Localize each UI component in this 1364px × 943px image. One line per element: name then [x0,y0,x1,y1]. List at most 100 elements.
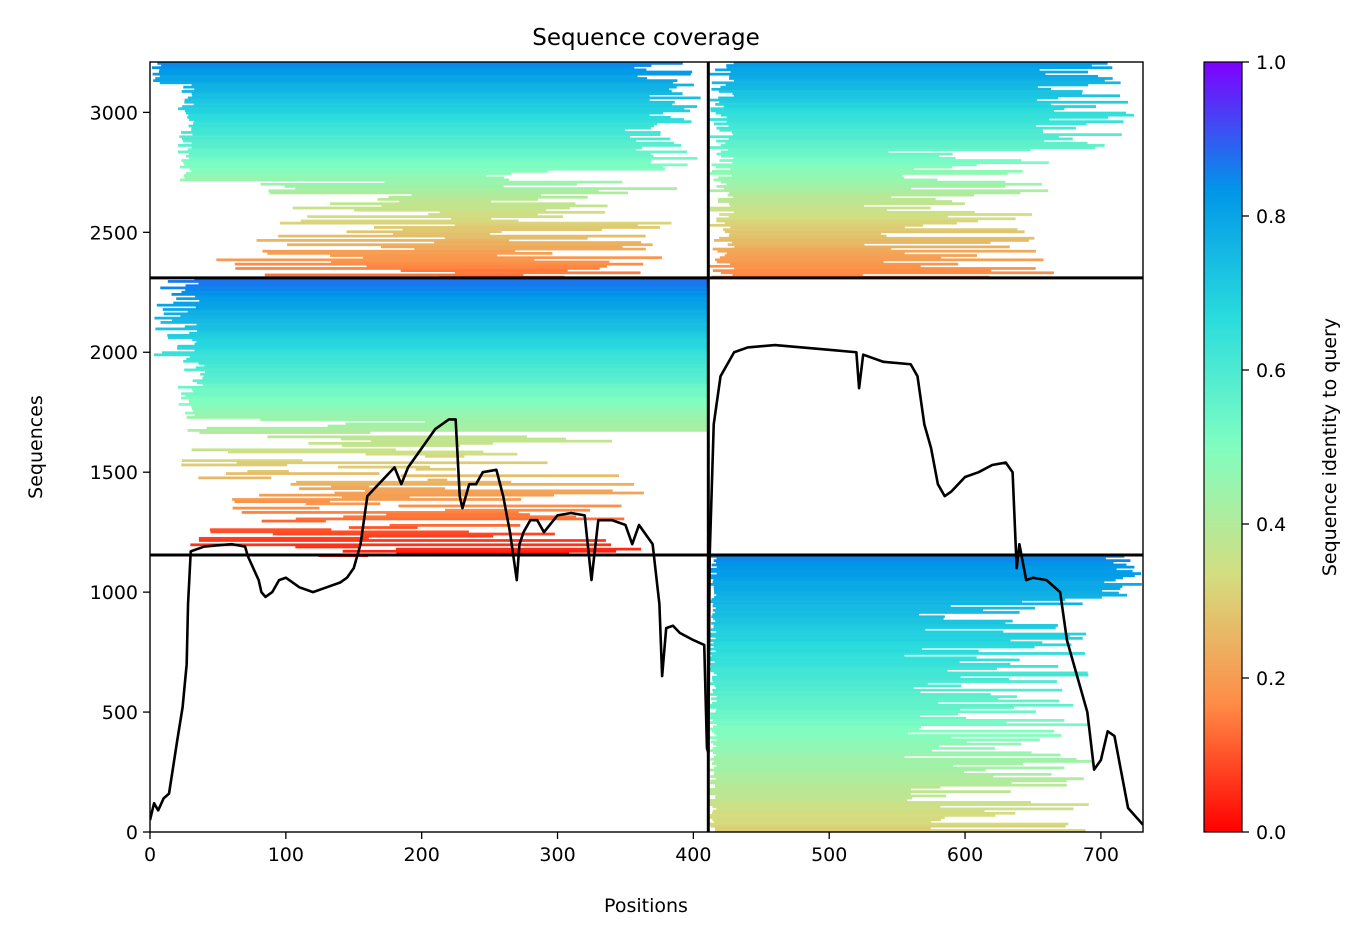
coverage-band [719,213,1032,216]
coverage-band [715,606,1035,610]
coverage-band [709,712,959,716]
coverage-band [708,667,997,670]
coverage-band [710,109,1055,113]
coverage-band [268,189,599,193]
coverage-band [189,400,709,404]
coverage-band [711,163,977,167]
coverage-band [187,96,701,100]
coverage-band [712,604,951,608]
coverage-band [155,327,709,331]
coverage-band [709,658,1020,662]
coverage-band [183,359,709,363]
coverage-band [262,249,516,253]
coverage-band [714,611,1020,614]
coverage-band [716,695,1018,699]
coverage-band [716,219,978,223]
coverage-band [264,273,524,277]
coverage-band [716,561,1114,565]
coverage-band [728,234,887,238]
coverage-band [204,370,709,374]
coverage-band [345,422,709,426]
coverage-band [719,236,1035,240]
coverage-band [185,411,709,415]
coverage-band [715,783,1067,787]
coverage-band [733,62,1108,65]
coverage-band [305,502,381,506]
coverage-band [715,785,941,789]
coverage-band [712,701,939,705]
coverage-band [711,729,1055,733]
coverage-block [153,277,709,557]
coverage-band [709,798,908,802]
coverage-band [154,316,709,320]
coverage-band [716,630,1004,634]
coverage-band [725,83,1089,87]
coverage-band [729,191,1021,195]
coverage-band [725,141,1088,145]
coverage-band [734,267,1036,270]
coverage-band [708,574,1135,578]
coverage-band [181,137,671,141]
coverage-band [709,135,1059,139]
x-tick-label: 400 [675,844,711,866]
coverage-band [386,513,530,516]
coverage-band [225,472,380,475]
coverage-band [724,221,957,225]
coverage-band [427,478,448,482]
coverage-band [720,150,889,154]
coverage-band [193,409,709,413]
coverage-band [716,699,1060,703]
coverage-band [152,72,691,76]
coverage-band [712,747,996,750]
coverage-band [708,801,1032,804]
coverage-band [193,120,692,124]
coverage-band [153,353,709,357]
coverage-band [708,803,1089,806]
coverage-band [272,532,555,536]
coverage-band [184,109,691,113]
coverage-band [331,260,610,264]
coverage-band [232,498,522,501]
colorbar [1204,62,1242,832]
coverage-band [728,137,1073,141]
coverage-band [716,673,1089,677]
coverage-band [292,206,570,210]
coverage-band [734,245,1010,249]
coverage-block [708,62,1134,279]
coverage-band [716,152,953,156]
coverage-band [726,251,905,255]
colorbar-tick-label: 0.4 [1256,514,1286,536]
coverage-band [191,128,625,132]
coverage-band [731,174,903,178]
coverage-band [186,154,654,158]
coverage-band [714,239,1029,242]
coverage-band [715,649,979,653]
coverage-band [179,165,663,169]
chart-title: Sequence coverage [532,25,760,51]
coverage-band [196,381,709,385]
coverage-band [414,247,646,251]
coverage-band [710,628,926,632]
colorbar-label: Sequence identity to query [1319,318,1341,576]
coverage-band [179,178,510,182]
coverage-band [181,290,709,294]
coverage-band [716,217,1016,221]
coverage-band [711,81,1121,85]
coverage-band [714,591,1119,595]
coverage-band [203,375,709,378]
coverage-band [189,156,698,160]
coverage-band [712,247,892,251]
coverage-band [188,124,654,128]
x-tick-label: 300 [539,844,575,866]
colorbar-tick-label: 0.6 [1256,360,1286,382]
coverage-band [329,202,576,206]
coverage-band [715,777,1084,781]
coverage-band [713,725,921,729]
coverage-band [726,64,1092,67]
coverage-band [733,210,975,214]
coverage-band [712,613,919,616]
coverage-band [716,708,961,711]
coverage-band [712,675,961,679]
coverage-band [151,66,635,70]
coverage-band [393,232,490,236]
